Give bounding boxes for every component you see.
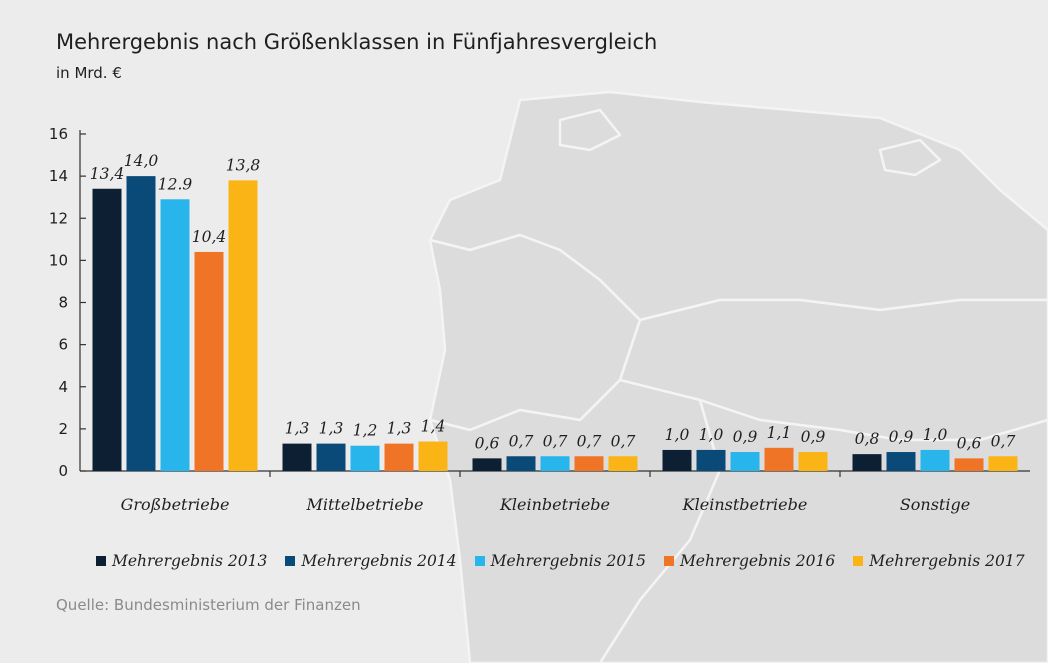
bar xyxy=(920,449,950,471)
data-label: 1,0 xyxy=(665,426,690,444)
data-label: 0,7 xyxy=(577,432,602,450)
data-label: 0,9 xyxy=(889,428,914,446)
legend-item: Mehrergebnis 2014 xyxy=(285,552,457,570)
data-label: 1,3 xyxy=(285,420,310,438)
y-axis-unit: in Mrd. € xyxy=(56,64,122,82)
y-tick-label: 6 xyxy=(58,336,68,354)
map-region-island xyxy=(878,138,942,177)
bar xyxy=(384,443,414,471)
data-label: 10,4 xyxy=(192,228,227,246)
bar xyxy=(472,458,502,471)
bar xyxy=(798,452,828,471)
data-label: 0,7 xyxy=(543,432,568,450)
legend-label: Mehrergebnis 2017 xyxy=(869,552,1025,570)
data-label: 13,8 xyxy=(226,156,261,174)
y-tick-label: 8 xyxy=(58,294,68,312)
bar xyxy=(574,456,604,471)
data-label: 0,9 xyxy=(801,428,826,446)
bar xyxy=(350,445,380,471)
data-label: 1,0 xyxy=(699,426,724,444)
bar xyxy=(194,251,224,471)
bar xyxy=(282,443,312,471)
legend-label: Mehrergebnis 2014 xyxy=(301,552,457,570)
y-tick-label: 4 xyxy=(58,378,68,396)
x-category-label: Sonstige xyxy=(900,495,970,514)
y-tick-label: 14 xyxy=(49,167,68,185)
legend-label: Mehrergebnis 2015 xyxy=(490,552,646,570)
legend-item: Mehrergebnis 2017 xyxy=(853,552,1025,570)
data-label: 14,0 xyxy=(124,152,159,170)
legend-item: Mehrergebnis 2015 xyxy=(474,552,646,570)
data-label: 1,4 xyxy=(421,418,446,436)
bar xyxy=(852,454,882,471)
bar xyxy=(160,199,190,471)
data-label: 1,0 xyxy=(923,426,948,444)
legend-swatch xyxy=(853,556,864,566)
data-label: 0,7 xyxy=(611,432,636,450)
legend-swatch xyxy=(663,556,674,566)
y-tick-label: 0 xyxy=(58,462,68,480)
data-label: 0,7 xyxy=(991,432,1016,450)
legend-label: Mehrergebnis 2016 xyxy=(679,552,836,570)
data-label: 1,3 xyxy=(319,420,344,438)
x-category-label: Mittelbetriebe xyxy=(305,495,423,514)
y-tick-label: 12 xyxy=(49,209,68,227)
source-note: Quelle: Bundesministerium der Finanzen xyxy=(56,596,361,614)
bar xyxy=(608,456,638,471)
bar xyxy=(886,452,916,471)
legend-swatch xyxy=(474,556,485,566)
data-label: 1,3 xyxy=(387,420,412,438)
bar xyxy=(126,176,156,471)
legend-swatch xyxy=(285,556,296,566)
legend-swatch xyxy=(96,556,106,566)
bar xyxy=(988,456,1018,471)
bar xyxy=(730,452,760,471)
data-label: 12.9 xyxy=(158,175,193,193)
x-category-label: Kleinbetriebe xyxy=(499,495,610,514)
data-label: 13,4 xyxy=(90,165,125,183)
bar xyxy=(764,447,794,471)
data-label: 0,6 xyxy=(475,434,500,452)
data-label: 0,9 xyxy=(733,428,758,446)
data-label: 0,8 xyxy=(855,430,880,448)
data-label: 1,2 xyxy=(353,422,378,440)
bar xyxy=(696,449,726,471)
bar xyxy=(92,188,122,471)
bar xyxy=(506,456,536,471)
legend-label: Mehrergebnis 2013 xyxy=(112,552,268,570)
data-label: 0,6 xyxy=(957,434,982,452)
bar xyxy=(954,458,984,471)
bar xyxy=(228,180,258,471)
y-tick-label: 10 xyxy=(49,251,68,269)
legend-item: Mehrergebnis 2013 xyxy=(96,552,267,570)
chart-legend: Mehrergebnis 2013 Mehrergebnis 2014 Mehrer… xyxy=(96,552,1043,570)
data-label: 1,1 xyxy=(767,424,792,442)
data-label: 0,7 xyxy=(509,432,534,450)
legend-item: Mehrergebnis 2016 xyxy=(663,552,836,570)
map-region-coast xyxy=(558,108,622,152)
x-category-label: Kleinstbetriebe xyxy=(682,495,808,514)
bar xyxy=(418,441,448,471)
bar xyxy=(316,443,346,471)
bar xyxy=(540,456,570,471)
x-category-label: Großbetriebe xyxy=(121,495,230,514)
y-tick-label: 2 xyxy=(58,420,68,438)
bar xyxy=(662,449,692,471)
y-tick-label: 16 xyxy=(49,125,68,143)
chart-title: Mehrergebnis nach Größenklassen in Fünfj… xyxy=(56,30,658,54)
